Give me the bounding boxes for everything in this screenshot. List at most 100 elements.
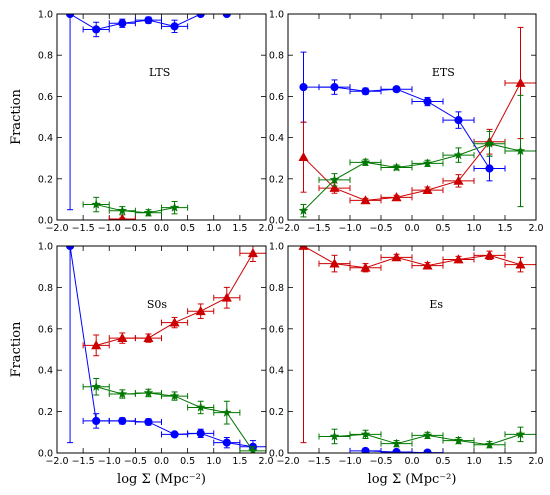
data-area — [65, 14, 231, 220]
data-point — [453, 254, 464, 264]
x-tick-label: 0.5 — [180, 223, 195, 234]
data-point — [515, 259, 526, 269]
series-1 — [298, 246, 536, 444]
y-tick-label: 0.6 — [38, 92, 53, 103]
y-tick-label: 0.2 — [38, 407, 53, 418]
y-axis-label: Fraction — [9, 88, 24, 144]
x-tick-label: 0.5 — [180, 456, 195, 467]
x-tick-label: 1.5 — [232, 456, 247, 467]
data-point — [454, 115, 463, 125]
axes-frame — [287, 245, 537, 454]
data-point — [485, 164, 494, 173]
x-tick-label: −1.5 — [72, 223, 95, 234]
y-tick-label: 0.6 — [269, 324, 284, 335]
data-point — [65, 246, 75, 251]
data-point — [221, 407, 232, 417]
x-tick-label: 1.5 — [497, 456, 512, 467]
y-tick-label: 0.2 — [38, 174, 53, 185]
data-point — [117, 332, 128, 342]
data-point — [170, 22, 179, 31]
data-point — [195, 305, 206, 316]
data-point — [196, 14, 205, 19]
x-tick-label: 1.0 — [466, 456, 481, 467]
data-point — [329, 258, 340, 268]
data-point — [143, 332, 154, 342]
y-tick-label: 1.0 — [269, 10, 284, 21]
series-line — [303, 246, 521, 269]
data-point — [169, 317, 180, 327]
x-tick-label: 2.0 — [258, 456, 273, 467]
x-tick-label: −0.5 — [369, 456, 392, 467]
x-tick-label: 1.0 — [206, 456, 221, 467]
data-point — [118, 213, 126, 220]
data-area — [298, 26, 536, 218]
data-point — [143, 207, 154, 217]
data-point — [91, 199, 102, 209]
y-tick-label: 1.0 — [38, 242, 53, 253]
y-tick-label: 0.0 — [38, 216, 53, 227]
data-point — [360, 195, 371, 205]
x-tick-label: −1.0 — [98, 223, 121, 234]
y-tick-label: 1.0 — [38, 10, 53, 21]
x-tick-label: 1.5 — [232, 223, 247, 234]
x-tick-label: 0.0 — [404, 223, 419, 234]
data-point — [169, 202, 180, 212]
series-3 — [298, 94, 536, 218]
data-point — [169, 390, 180, 401]
x-tick-label: −0.5 — [124, 223, 147, 234]
data-point — [360, 262, 371, 272]
x-tick-label: 1.0 — [206, 223, 221, 234]
data-point — [329, 431, 340, 441]
x-tick-label: −1.0 — [338, 456, 361, 467]
y-tick-label: 0.4 — [269, 133, 284, 144]
data-point — [453, 435, 464, 445]
data-point — [196, 429, 205, 438]
data-point — [360, 429, 371, 439]
y-tick-label: 0.4 — [269, 366, 284, 377]
data-point — [298, 205, 309, 215]
x-tick-label: −2.0 — [45, 456, 68, 467]
data-point — [360, 157, 371, 167]
series-3 — [108, 213, 136, 220]
x-tick-label: −2.0 — [276, 223, 299, 234]
data-point — [298, 151, 309, 162]
data-point — [515, 145, 526, 156]
data-point — [92, 25, 101, 34]
x-axis-label: log Σ (Mpc⁻²) — [368, 472, 457, 487]
x-tick-label: 2.0 — [258, 223, 273, 234]
panel-2: −2.0 −1.5 −1.0 −0.5 0.0 0.5 1.0 1.5 2.0 0.0 0.2 0.4… — [269, 10, 544, 235]
x-tick-label: 1.0 — [466, 223, 481, 234]
y-tick-label: 0.8 — [269, 283, 284, 294]
panel-annotation: LTS — [149, 66, 170, 79]
x-tick-label: 0.5 — [435, 456, 450, 467]
y-tick-label: 0.0 — [38, 449, 53, 460]
x-tick-label: 1.5 — [497, 223, 512, 234]
data-point — [329, 174, 340, 185]
x-tick-label: −2.0 — [276, 456, 299, 467]
data-point — [484, 250, 495, 260]
data-point — [144, 417, 153, 427]
x-tick-label: −0.5 — [124, 456, 147, 467]
data-point — [329, 182, 340, 192]
x-tick-label: 0.0 — [154, 456, 169, 467]
x-tick-label: 2.0 — [528, 223, 543, 234]
series-3 — [349, 446, 444, 453]
data-point — [143, 387, 154, 398]
data-point — [298, 246, 309, 250]
axes-frame — [287, 13, 537, 221]
y-tick-label: 0.6 — [38, 324, 53, 335]
x-tick-label: −1.5 — [307, 456, 330, 467]
data-point — [392, 447, 401, 453]
data-point — [299, 83, 308, 92]
y-tick-label: 0.8 — [38, 283, 53, 294]
y-tick-label: 0.4 — [38, 133, 53, 144]
x-tick-label: −1.5 — [72, 456, 95, 467]
data-area — [298, 246, 536, 453]
data-point — [515, 77, 526, 87]
y-axis-label: Fraction — [9, 321, 24, 377]
axes-frame — [56, 13, 267, 221]
data-point — [247, 248, 258, 258]
series-2 — [318, 426, 536, 449]
panel-annotation: Es — [429, 298, 443, 311]
data-point — [422, 184, 433, 194]
